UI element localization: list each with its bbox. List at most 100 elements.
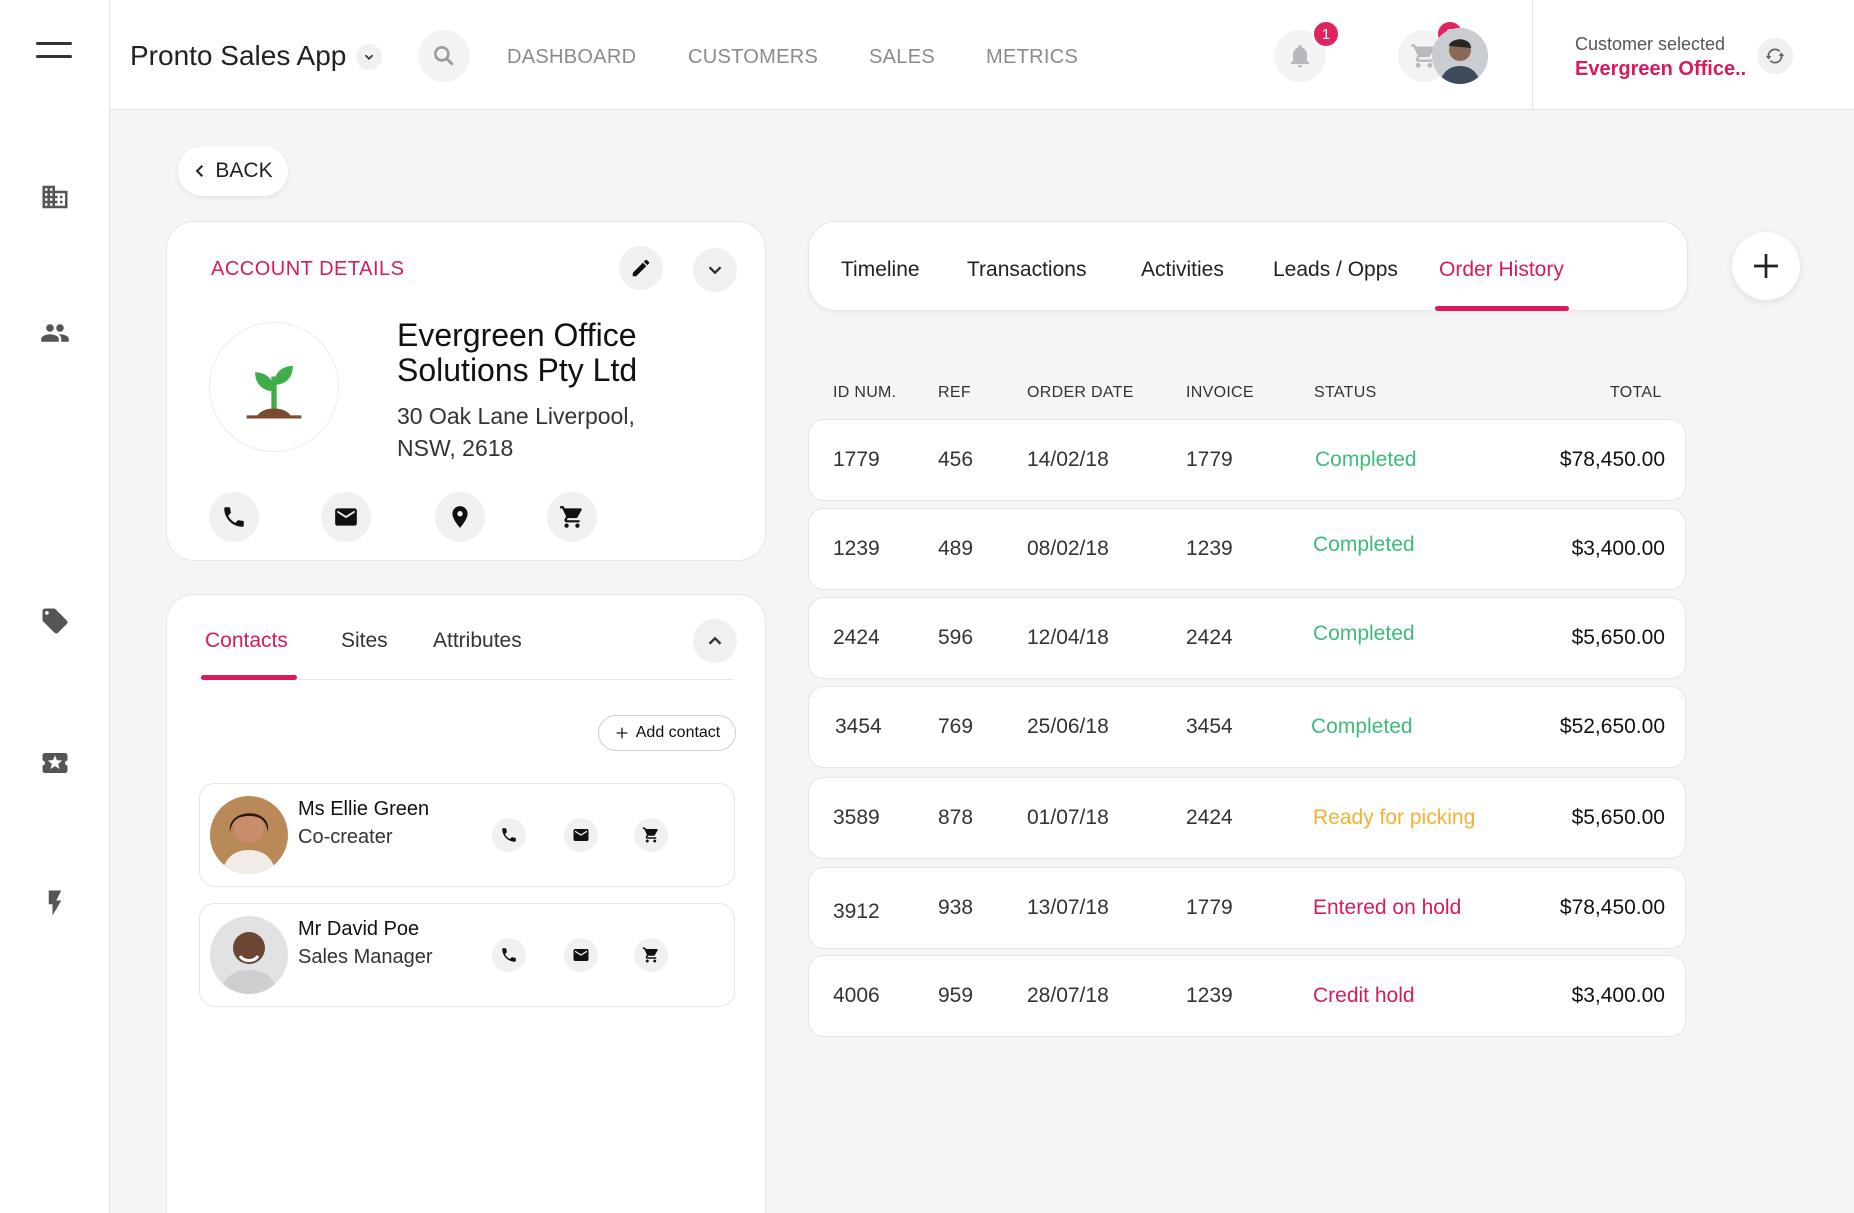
account-details-title: ACCOUNT DETAILS (211, 258, 405, 280)
notifications-badge: 1 (1312, 20, 1340, 48)
sidebar (0, 0, 110, 1213)
cell-ref: 878 (938, 806, 974, 829)
table-row[interactable]: 4006 959 28/07/18 1239 Credit hold $3,40… (808, 955, 1686, 1037)
column-header-id[interactable]: ID NUM. (833, 384, 897, 401)
contact-item[interactable]: Mr David Poe Sales Manager (199, 903, 735, 1007)
plus-icon (616, 727, 628, 739)
cell-status: Credit hold (1313, 984, 1415, 1007)
cell-id: 1779 (833, 448, 880, 471)
email-icon[interactable] (564, 938, 598, 972)
table-row[interactable]: 3454 769 25/06/18 3454 Completed $52,650… (808, 686, 1686, 768)
cart-icon[interactable] (634, 938, 668, 972)
contact-avatar (210, 916, 288, 994)
cell-ref: 769 (938, 715, 974, 738)
account-details-card: ACCOUNT DETAILS Evergreen Office Solutio… (166, 221, 766, 561)
search-icon[interactable] (418, 30, 470, 82)
phone-icon[interactable] (492, 938, 526, 972)
customer-selected-label: Customer selected (1575, 34, 1726, 54)
tab-order-history[interactable]: Order History (1439, 258, 1564, 281)
table-row[interactable]: 1239 489 08/02/18 1239 Completed $3,400.… (808, 508, 1686, 590)
contact-item[interactable]: Ms Ellie Green Co-creater (199, 783, 735, 887)
column-header-total[interactable]: TOTAL (1610, 384, 1662, 401)
company-logo-plant-icon (209, 322, 339, 452)
location-pin-icon[interactable] (435, 492, 485, 542)
customer-selected-value[interactable]: Evergreen Office.. (1575, 58, 1747, 80)
refresh-icon[interactable] (1757, 38, 1793, 74)
nav-customers[interactable]: CUSTOMERS (688, 46, 819, 68)
column-header-status[interactable]: STATUS (1314, 384, 1377, 401)
menu-icon[interactable] (36, 42, 72, 60)
phone-icon[interactable] (492, 818, 526, 852)
collapse-chevron-up-icon[interactable] (693, 619, 737, 663)
app-switcher-chevron-down-icon[interactable] (356, 44, 382, 70)
table-row[interactable]: 3589 878 01/07/18 2424 Ready for picking… (808, 777, 1686, 859)
nav-sales[interactable]: SALES (869, 46, 935, 68)
plus-icon (1754, 254, 1778, 278)
back-button[interactable]: BACK (178, 146, 288, 196)
column-header-order-date[interactable]: ORDER DATE (1027, 384, 1134, 401)
tabs-divider (201, 679, 733, 680)
cell-status: Ready for picking (1313, 806, 1476, 829)
people-icon[interactable] (38, 316, 72, 350)
tag-icon[interactable] (38, 604, 72, 638)
cell-total: $78,450.00 (1559, 896, 1665, 919)
cell-total: $5,650.00 (1571, 806, 1665, 829)
edit-pencil-icon[interactable] (619, 246, 663, 290)
cell-ref: 959 (938, 984, 974, 1007)
cell-order-date: 01/07/18 (1027, 806, 1109, 829)
tab-contacts[interactable]: Contacts (205, 629, 288, 652)
tab-timeline[interactable]: Timeline (841, 258, 920, 281)
tab-attributes[interactable]: Attributes (433, 629, 522, 652)
cell-id: 3912 (833, 900, 880, 923)
contacts-card: Contacts Sites Attributes Add contact Ms… (166, 594, 766, 1213)
building-icon[interactable] (38, 180, 72, 214)
cell-id: 3454 (835, 715, 882, 738)
email-icon[interactable] (321, 492, 371, 542)
active-tab-underline (1435, 306, 1569, 311)
add-plus-button[interactable] (1732, 232, 1800, 300)
add-contact-button[interactable]: Add contact (598, 715, 736, 751)
nav-metrics[interactable]: METRICS (986, 46, 1079, 68)
column-header-invoice[interactable]: INVOICE (1186, 384, 1254, 401)
ticket-star-icon[interactable] (38, 746, 72, 780)
user-avatar[interactable] (1432, 28, 1488, 84)
detail-tabs-bar: Timeline Transactions Activities Leads /… (808, 221, 1688, 311)
chevron-left-icon (196, 165, 204, 177)
app-title: Pronto Sales App (130, 40, 347, 71)
cart-icon[interactable] (547, 492, 597, 542)
phone-icon[interactable] (209, 492, 259, 542)
tab-sites[interactable]: Sites (341, 629, 388, 652)
contact-avatar (210, 796, 288, 874)
table-row[interactable]: 3912 938 13/07/18 1779 Entered on hold $… (808, 867, 1686, 949)
cell-invoice: 1239 (1186, 984, 1233, 1007)
cell-status: Completed (1315, 448, 1417, 471)
cell-id: 2424 (833, 626, 880, 649)
cell-total: $3,400.00 (1571, 537, 1665, 560)
bolt-icon[interactable] (38, 886, 72, 920)
cell-order-date: 28/07/18 (1027, 984, 1109, 1007)
nav-dashboard[interactable]: DASHBOARD (507, 46, 637, 68)
cell-total: $52,650.00 (1559, 715, 1665, 738)
collapse-chevron-down-icon[interactable] (693, 248, 737, 292)
contact-role: Sales Manager (298, 946, 433, 968)
address-line-2: NSW, 2618 (397, 435, 514, 461)
cell-invoice: 2424 (1186, 626, 1233, 649)
cell-ref: 938 (938, 896, 974, 919)
tab-leads-opps[interactable]: Leads / Opps (1273, 258, 1398, 281)
notifications-bell-icon[interactable]: 1 (1274, 20, 1340, 82)
cell-status: Completed (1311, 715, 1413, 738)
cell-order-date: 25/06/18 (1027, 715, 1109, 738)
tab-activities[interactable]: Activities (1141, 258, 1224, 281)
table-row[interactable]: 1779 456 14/02/18 1779 Completed $78,450… (808, 419, 1686, 501)
tab-transactions[interactable]: Transactions (967, 258, 1087, 281)
cell-order-date: 14/02/18 (1027, 448, 1109, 471)
address-line-1: 30 Oak Lane Liverpool, (397, 403, 635, 429)
top-header: Pronto Sales App DASHBOARD CUSTOMERS SAL… (110, 0, 1854, 110)
cell-order-date: 12/04/18 (1027, 626, 1109, 649)
cart-icon[interactable] (634, 818, 668, 852)
column-header-ref[interactable]: REF (938, 384, 971, 401)
email-icon[interactable] (564, 818, 598, 852)
contact-role: Co-creater (298, 826, 393, 848)
table-row[interactable]: 2424 596 12/04/18 2424 Completed $5,650.… (808, 597, 1686, 679)
cell-invoice: 1779 (1186, 448, 1233, 471)
